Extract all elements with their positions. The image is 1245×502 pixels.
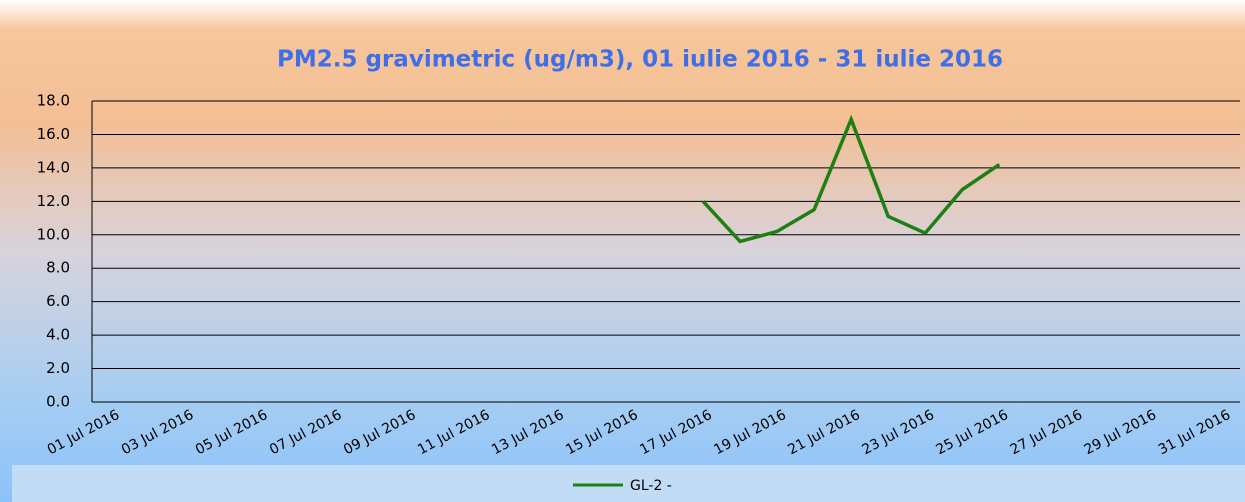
y-tick-label: 18.0 [37, 92, 70, 110]
y-tick-label: 4.0 [46, 326, 70, 344]
y-tick-label: 2.0 [46, 359, 70, 377]
chart-title: PM2.5 gravimetric (ug/m3), 01 iulie 2016… [277, 47, 1003, 73]
y-tick-label: 16.0 [37, 125, 70, 143]
legend-label: GL-2 - [630, 478, 672, 494]
y-tick-label: 14.0 [37, 158, 70, 176]
y-tick-label: 8.0 [46, 259, 70, 277]
y-tick-label: 0.0 [46, 393, 70, 411]
y-tick-label: 10.0 [37, 225, 70, 243]
legend-box [12, 465, 1245, 502]
y-tick-label: 6.0 [46, 292, 70, 310]
y-tick-label: 12.0 [37, 192, 70, 210]
series-line [701, 114, 1001, 244]
